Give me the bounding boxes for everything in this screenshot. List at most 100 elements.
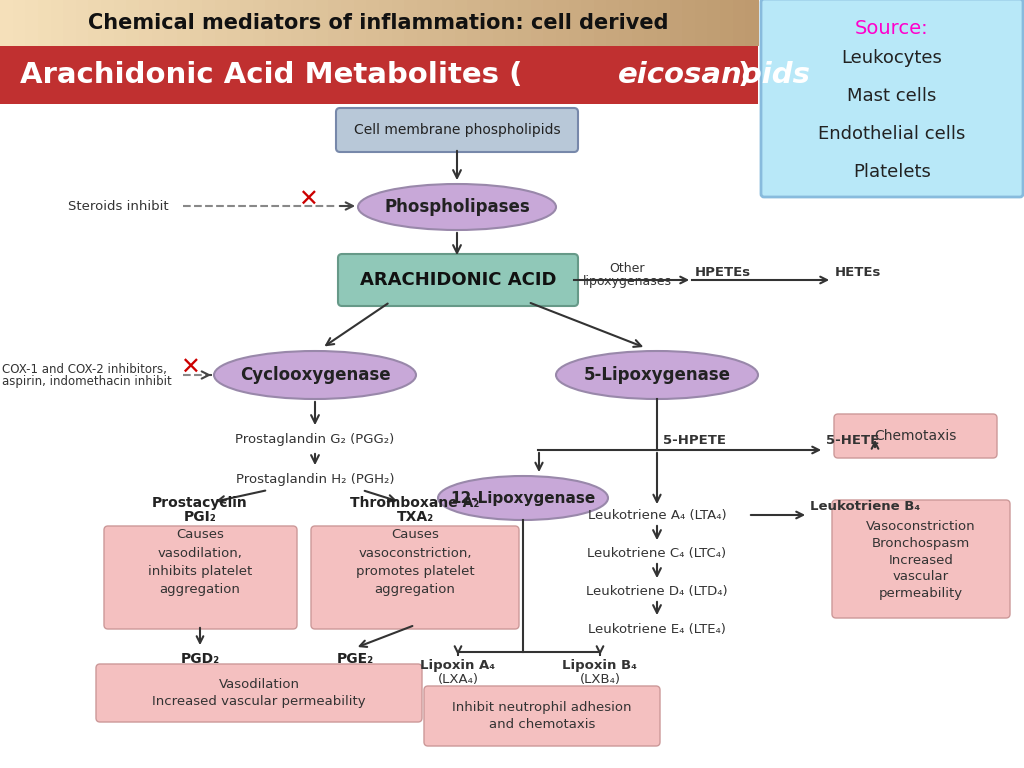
- Text: PGI₂: PGI₂: [183, 510, 216, 524]
- Bar: [530, 0, 544, 46]
- Bar: [240, 0, 254, 46]
- Text: Mast cells: Mast cells: [847, 87, 937, 105]
- Text: TXA₂: TXA₂: [396, 510, 433, 524]
- Bar: [303, 0, 316, 46]
- FancyBboxPatch shape: [834, 414, 997, 458]
- Bar: [745, 0, 759, 46]
- Text: Thromboxane A₂: Thromboxane A₂: [350, 496, 479, 510]
- Text: PGE₂: PGE₂: [337, 652, 374, 666]
- Bar: [467, 0, 481, 46]
- Text: Leukotriene C₄ (LTC₄): Leukotriene C₄ (LTC₄): [588, 547, 727, 560]
- Text: Leukotriene B₄: Leukotriene B₄: [810, 501, 921, 514]
- Bar: [670, 0, 683, 46]
- Bar: [253, 0, 266, 46]
- Text: (LXA₄): (LXA₄): [437, 673, 478, 686]
- Text: Arachidonic Acid Metabolites (: Arachidonic Acid Metabolites (: [20, 61, 522, 89]
- Text: Bronchospasm: Bronchospasm: [871, 537, 970, 549]
- FancyBboxPatch shape: [831, 500, 1010, 618]
- Text: Cell membrane phospholipids: Cell membrane phospholipids: [353, 123, 560, 137]
- Bar: [88, 0, 102, 46]
- Bar: [379, 0, 392, 46]
- Bar: [341, 0, 354, 46]
- Text: Leukotriene E₄ (LTE₄): Leukotriene E₄ (LTE₄): [588, 623, 726, 635]
- Bar: [518, 0, 531, 46]
- Bar: [215, 0, 228, 46]
- Bar: [657, 0, 671, 46]
- Bar: [227, 0, 241, 46]
- Text: 5-HETE: 5-HETE: [826, 435, 880, 448]
- Bar: [164, 0, 178, 46]
- Text: Causes
vasoconstriction,
promotes platelet
aggregation: Causes vasoconstriction, promotes platel…: [355, 528, 474, 595]
- Bar: [480, 0, 494, 46]
- Text: Prostaglandin G₂ (PGG₂): Prostaglandin G₂ (PGG₂): [236, 433, 394, 446]
- Bar: [493, 0, 506, 46]
- Text: 12-Lipoxygenase: 12-Lipoxygenase: [451, 491, 596, 505]
- Bar: [417, 0, 430, 46]
- Text: Leukocytes: Leukocytes: [842, 49, 942, 67]
- Text: Cyclooxygenase: Cyclooxygenase: [240, 366, 390, 384]
- FancyBboxPatch shape: [104, 526, 297, 629]
- Text: Other: Other: [609, 263, 645, 276]
- FancyBboxPatch shape: [338, 254, 578, 306]
- Text: HPETEs: HPETEs: [695, 266, 752, 279]
- FancyBboxPatch shape: [336, 108, 578, 152]
- Bar: [682, 0, 696, 46]
- Bar: [644, 0, 658, 46]
- Text: COX-1 and COX-2 inhibitors,: COX-1 and COX-2 inhibitors,: [2, 362, 167, 376]
- Bar: [177, 0, 190, 46]
- Bar: [632, 0, 645, 46]
- Bar: [404, 0, 418, 46]
- Ellipse shape: [358, 184, 556, 230]
- Text: Vasoconstriction: Vasoconstriction: [866, 519, 976, 532]
- Bar: [695, 0, 709, 46]
- Text: eicosanoids: eicosanoids: [618, 61, 811, 89]
- Ellipse shape: [214, 351, 416, 399]
- Text: Endothelial cells: Endothelial cells: [818, 125, 966, 143]
- Bar: [50, 0, 65, 46]
- Text: Prostaglandin H₂ (PGH₂): Prostaglandin H₂ (PGH₂): [236, 474, 394, 486]
- Text: Source:: Source:: [855, 18, 929, 38]
- Bar: [26, 0, 39, 46]
- Text: Steroids inhibit: Steroids inhibit: [68, 200, 169, 213]
- Bar: [556, 0, 569, 46]
- Bar: [315, 0, 330, 46]
- FancyBboxPatch shape: [311, 526, 519, 629]
- Bar: [139, 0, 153, 46]
- Text: 5-Lipoxygenase: 5-Lipoxygenase: [584, 366, 730, 384]
- Text: Leukotriene A₄ (LTA₄): Leukotriene A₄ (LTA₄): [588, 508, 726, 521]
- Text: permeability: permeability: [879, 588, 963, 601]
- Bar: [0, 0, 13, 46]
- Bar: [733, 0, 746, 46]
- Bar: [606, 0, 621, 46]
- Bar: [189, 0, 203, 46]
- Bar: [582, 0, 595, 46]
- Bar: [367, 0, 380, 46]
- Text: ✕: ✕: [298, 188, 317, 212]
- Bar: [353, 0, 368, 46]
- Text: Phospholipases: Phospholipases: [384, 198, 529, 216]
- Text: Inhibit neutrophil adhesion
and chemotaxis: Inhibit neutrophil adhesion and chemotax…: [453, 700, 632, 731]
- Bar: [101, 0, 115, 46]
- Text: Platelets: Platelets: [853, 163, 931, 181]
- Bar: [202, 0, 216, 46]
- Bar: [455, 0, 468, 46]
- Text: Lipoxin A₄: Lipoxin A₄: [421, 660, 496, 673]
- Text: vascular: vascular: [893, 571, 949, 584]
- Bar: [38, 0, 51, 46]
- Ellipse shape: [556, 351, 758, 399]
- Text: Leukotriene D₄ (LTD₄): Leukotriene D₄ (LTD₄): [586, 584, 728, 598]
- Bar: [442, 0, 456, 46]
- Bar: [265, 0, 279, 46]
- FancyBboxPatch shape: [424, 686, 660, 746]
- Bar: [114, 0, 127, 46]
- Bar: [429, 0, 443, 46]
- Bar: [391, 0, 406, 46]
- FancyBboxPatch shape: [761, 0, 1023, 197]
- Text: ✕: ✕: [180, 356, 200, 380]
- Text: 5-HPETE: 5-HPETE: [663, 435, 726, 448]
- Bar: [594, 0, 607, 46]
- Text: ARACHIDONIC ACID: ARACHIDONIC ACID: [359, 271, 556, 289]
- Text: Prostacyclin: Prostacyclin: [153, 496, 248, 510]
- Text: (LXB₄): (LXB₄): [580, 673, 621, 686]
- Bar: [720, 0, 734, 46]
